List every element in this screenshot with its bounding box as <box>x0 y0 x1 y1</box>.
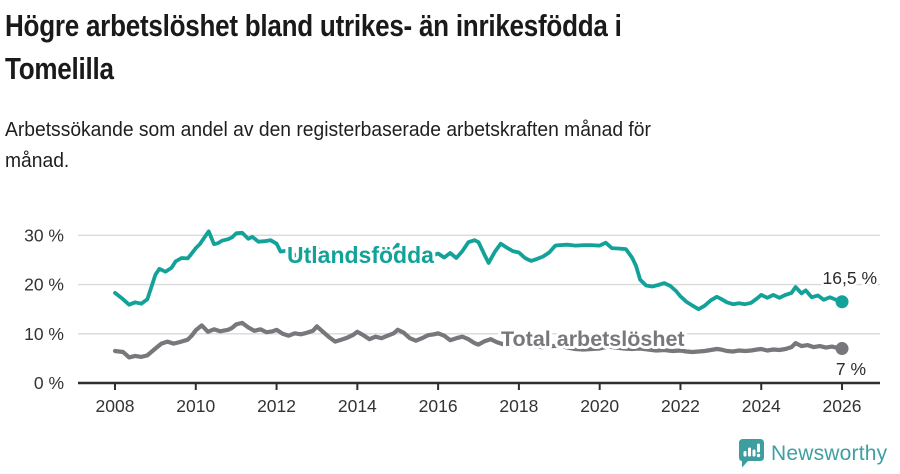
page-title: Högre arbetslöshet bland utrikes- än inr… <box>5 4 622 90</box>
x-tick-label: 2016 <box>419 396 458 416</box>
x-tick-label: 2018 <box>499 396 538 416</box>
x-tick-label: 2014 <box>338 396 377 416</box>
x-tick-label: 2026 <box>823 396 862 416</box>
series-end-dot <box>835 295 849 309</box>
series-inline-label: Utlandsfödda <box>287 242 434 268</box>
series-end-dot <box>835 342 849 356</box>
y-tick-label: 20 % <box>24 275 64 295</box>
y-tick-label: 10 % <box>24 324 64 344</box>
newsworthy-logo-icon <box>739 439 764 468</box>
x-tick-label: 2012 <box>257 396 296 416</box>
series-end-value-label: 16,5 % <box>823 268 877 288</box>
x-tick-label: 2022 <box>661 396 700 416</box>
brand-footer: Newsworthy <box>738 438 887 469</box>
chart-subtitle: Arbetssökande som andel av den registerb… <box>5 114 651 176</box>
title-line-1: Högre arbetslöshet bland utrikes- än inr… <box>5 8 622 43</box>
y-tick-label: 0 % <box>34 373 64 393</box>
x-tick-label: 2010 <box>176 396 215 416</box>
x-tick-label: 2020 <box>580 396 619 416</box>
series-line-utlandsfodda <box>113 229 844 312</box>
brand-name: Newsworthy <box>771 441 888 465</box>
x-tick-label: 2008 <box>96 396 135 416</box>
series-inline-label: Total arbetslöshet <box>501 327 685 351</box>
x-tick-label: 2024 <box>742 396 781 416</box>
title-line-2: Tomelilla <box>5 51 114 86</box>
series-line-total <box>112 320 845 360</box>
subtitle-line-2: månad. <box>5 149 70 172</box>
subtitle-line-1: Arbetssökande som andel av den registerb… <box>5 118 651 141</box>
y-tick-label: 30 % <box>24 225 64 245</box>
series-end-value-label: 7 % <box>836 359 866 379</box>
